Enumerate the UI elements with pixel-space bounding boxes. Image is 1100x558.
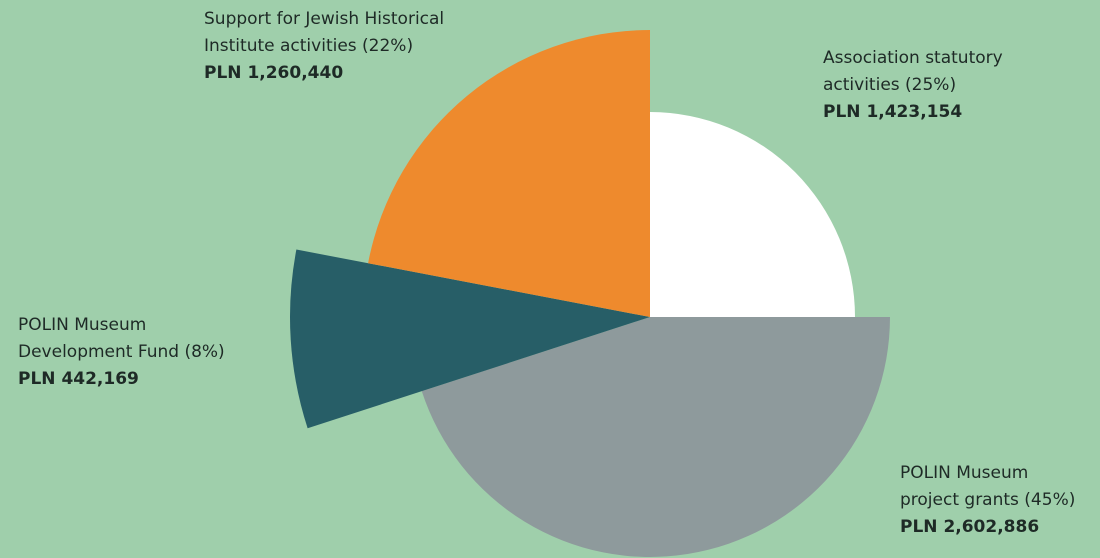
slice-label-line: Support for Jewish Historical <box>204 9 445 29</box>
slice-label-development-fund: POLIN Museum Development Fund (8%) PLN 4… <box>18 312 278 393</box>
slice-association-statutory <box>650 112 855 317</box>
slice-label-line: Institute activities (22%) <box>204 36 414 56</box>
slice-project-grants <box>421 317 890 557</box>
slice-label-line: Development Fund (8%) <box>18 342 225 362</box>
slice-value: PLN 442,169 <box>18 369 139 389</box>
slice-value: PLN 1,260,440 <box>204 63 344 83</box>
slice-label-jewish-historical-institute: Support for Jewish Historical Institute … <box>204 6 494 87</box>
slice-value: PLN 2,602,886 <box>900 517 1040 537</box>
slice-label-project-grants: POLIN Museum project grants (45%) PLN 2,… <box>900 460 1100 541</box>
slice-jewish-historical-institute <box>368 30 650 317</box>
slice-label-line: Association statutory <box>823 48 1003 68</box>
slice-label-line: POLIN Museum <box>900 463 1029 483</box>
slice-label-line: project grants (45%) <box>900 490 1076 510</box>
slice-value: PLN 1,423,154 <box>823 102 963 122</box>
slice-label-line: POLIN Museum <box>18 315 147 335</box>
slice-development-fund <box>290 249 650 429</box>
slice-label-line: activities (25%) <box>823 75 957 95</box>
slice-label-association-statutory: Association statutory activities (25%) P… <box>823 45 1073 126</box>
